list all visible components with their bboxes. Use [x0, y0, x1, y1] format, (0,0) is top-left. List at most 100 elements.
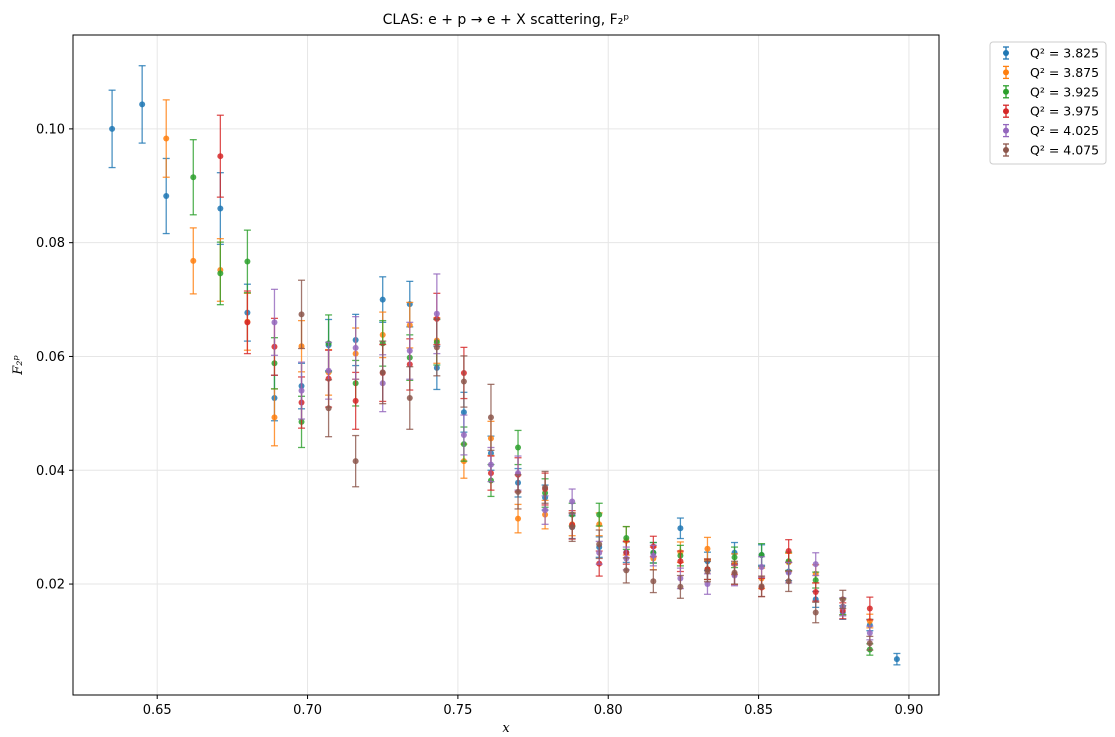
- legend-item: Q² = 3.825: [1003, 46, 1099, 61]
- data-point: [352, 397, 359, 404]
- data-point: [650, 552, 657, 559]
- legend-label: Q² = 4.075: [1030, 143, 1099, 158]
- data-point: [406, 395, 413, 401]
- data-point: [704, 545, 711, 552]
- data-point: [217, 153, 224, 160]
- legend-frame: [989, 41, 1107, 165]
- data-point: [542, 484, 549, 491]
- data-point: [866, 640, 873, 647]
- data-point: [704, 581, 711, 588]
- data-point: [515, 444, 522, 451]
- x-tick-label: 0.65: [143, 703, 172, 718]
- data-point: [812, 577, 819, 584]
- data-point: [515, 515, 522, 522]
- data-point: [785, 548, 792, 555]
- data-point: [650, 578, 657, 585]
- legend-marker: [1003, 147, 1009, 153]
- data-point: [406, 347, 413, 354]
- data-point: [379, 369, 386, 376]
- data-point: [487, 461, 494, 468]
- data-point: [812, 609, 819, 616]
- data-point: [731, 569, 738, 576]
- data-point: [569, 498, 576, 505]
- x-tick-label: 0.70: [293, 703, 322, 718]
- data-point: [569, 524, 576, 531]
- data-point: [352, 458, 359, 465]
- y-tick-label: 0.06: [36, 350, 65, 365]
- data-point: [893, 656, 900, 663]
- data-point: [515, 488, 522, 495]
- data-point: [109, 125, 116, 132]
- y-tick-label: 0.02: [36, 578, 65, 593]
- legend-item: Q² = 3.925: [1003, 84, 1099, 99]
- data-point: [325, 367, 332, 374]
- data-point: [623, 567, 630, 574]
- x-tick-label: 0.75: [443, 703, 472, 718]
- data-point: [190, 174, 197, 181]
- data-point: [596, 511, 603, 518]
- data-point: [163, 135, 170, 142]
- data-point: [271, 414, 278, 421]
- legend-label: Q² = 3.825: [1030, 46, 1099, 61]
- legend: Q² = 3.825 Q² = 3.875 Q² = 3.925 Q² = 3.975…: [989, 41, 1107, 165]
- data-point: [379, 296, 386, 303]
- data-point: [487, 414, 494, 421]
- x-axis-ticks: 0.65 0.70 0.75 0.80 0.85 0.90: [143, 695, 923, 718]
- series-6: [298, 279, 874, 651]
- legend-label: Q² = 3.875: [1030, 65, 1099, 80]
- x-tick-label: 0.85: [744, 703, 773, 718]
- data-point: [325, 405, 332, 412]
- data-point: [758, 583, 765, 590]
- legend-marker: [1003, 127, 1009, 134]
- series-5: [270, 273, 874, 641]
- data-point: [812, 561, 819, 568]
- y-tick-label: 0.10: [36, 122, 65, 137]
- y-tick-label: 0.04: [36, 464, 65, 479]
- data-point: [190, 257, 197, 264]
- data-point: [352, 344, 359, 351]
- data-point: [812, 589, 819, 596]
- data-point: [623, 534, 630, 541]
- data-point: [271, 319, 278, 326]
- data-point: [704, 568, 711, 575]
- grid: [73, 35, 939, 695]
- x-tick-label: 0.80: [594, 703, 623, 718]
- data-point: [677, 525, 684, 532]
- data-point: [244, 319, 251, 326]
- legend-marker: [1003, 108, 1009, 115]
- legend-label: Q² = 4.025: [1030, 123, 1099, 138]
- legend-marker: [1003, 50, 1009, 56]
- legend-item: Q² = 3.875: [1003, 65, 1099, 80]
- data-point: [433, 344, 440, 351]
- legend-label: Q² = 3.975: [1030, 104, 1099, 119]
- y-axis-ticks: 0.02 0.04 0.06 0.08 0.10: [36, 122, 73, 593]
- legend-item: Q² = 4.075: [1003, 143, 1099, 158]
- legend-marker: [1003, 69, 1009, 76]
- data-point: [596, 541, 603, 548]
- data-point: [542, 507, 549, 514]
- data-point: [677, 583, 684, 590]
- data-point: [866, 605, 873, 612]
- data-point: [677, 558, 684, 565]
- data-point: [460, 409, 467, 416]
- data-point: [785, 578, 792, 585]
- data-point: [298, 311, 305, 318]
- data-point: [866, 629, 873, 636]
- legend-item: Q² = 4.025: [1003, 123, 1099, 138]
- data-point: [731, 554, 738, 561]
- data-point: [244, 258, 251, 265]
- x-axis-label: x: [502, 721, 510, 736]
- data-point: [217, 205, 224, 212]
- data-point: [139, 101, 146, 108]
- data-point: [163, 193, 170, 200]
- y-axis-label: F₂ᵖ: [11, 355, 26, 375]
- data-point: [433, 310, 440, 317]
- legend-label: Q² = 3.925: [1030, 84, 1099, 99]
- data-point: [217, 270, 224, 277]
- data-points: [108, 65, 901, 666]
- data-point: [758, 563, 765, 570]
- legend-marker: [1003, 88, 1009, 95]
- chart-title: CLAS: e + p → e + X scattering, F₂ᵖ: [383, 12, 630, 28]
